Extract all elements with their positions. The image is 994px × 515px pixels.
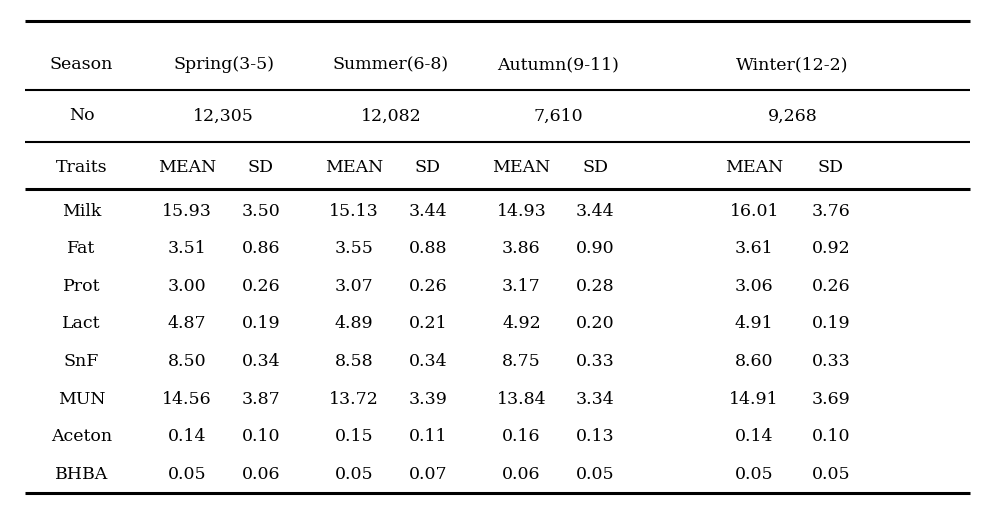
Text: Aceton: Aceton (51, 428, 112, 445)
Text: MEAN: MEAN (325, 159, 383, 176)
Text: 3.44: 3.44 (576, 202, 613, 220)
Text: SD: SD (581, 159, 607, 176)
Text: 9,268: 9,268 (767, 107, 817, 125)
Text: 0.26: 0.26 (811, 278, 849, 295)
Text: 15.13: 15.13 (329, 202, 379, 220)
Text: 7,610: 7,610 (533, 107, 582, 125)
Text: 0.92: 0.92 (811, 240, 849, 258)
Text: 0.13: 0.13 (576, 428, 613, 445)
Text: 0.88: 0.88 (409, 240, 446, 258)
Text: 8.60: 8.60 (735, 353, 772, 370)
Text: Season: Season (50, 56, 113, 73)
Text: Fat: Fat (68, 240, 95, 258)
Text: 0.26: 0.26 (409, 278, 446, 295)
Text: 15.93: 15.93 (162, 202, 212, 220)
Text: 3.61: 3.61 (735, 240, 772, 258)
Text: 0.14: 0.14 (168, 428, 206, 445)
Text: 3.39: 3.39 (408, 390, 447, 408)
Text: 0.26: 0.26 (242, 278, 279, 295)
Text: SD: SD (248, 159, 273, 176)
Text: 0.10: 0.10 (242, 428, 279, 445)
Text: 16.01: 16.01 (729, 202, 778, 220)
Text: 0.21: 0.21 (409, 315, 446, 333)
Text: 0.06: 0.06 (502, 466, 540, 483)
Text: 0.34: 0.34 (242, 353, 279, 370)
Text: 0.14: 0.14 (735, 428, 772, 445)
Text: 0.10: 0.10 (811, 428, 849, 445)
Text: Prot: Prot (63, 278, 100, 295)
Text: BHBA: BHBA (55, 466, 108, 483)
Text: 3.00: 3.00 (168, 278, 206, 295)
Text: 0.33: 0.33 (576, 353, 613, 370)
Text: SD: SD (414, 159, 440, 176)
Text: SD: SD (817, 159, 843, 176)
Text: 4.92: 4.92 (502, 315, 540, 333)
Text: 8.50: 8.50 (168, 353, 206, 370)
Text: MEAN: MEAN (725, 159, 782, 176)
Text: 3.87: 3.87 (242, 390, 279, 408)
Text: 3.50: 3.50 (242, 202, 279, 220)
Text: 3.86: 3.86 (502, 240, 540, 258)
Text: 0.19: 0.19 (811, 315, 849, 333)
Text: 0.86: 0.86 (242, 240, 279, 258)
Text: MEAN: MEAN (158, 159, 216, 176)
Text: 0.05: 0.05 (811, 466, 849, 483)
Text: 0.06: 0.06 (242, 466, 279, 483)
Text: 3.34: 3.34 (576, 390, 613, 408)
Text: 4.89: 4.89 (335, 315, 373, 333)
Text: 0.15: 0.15 (335, 428, 373, 445)
Text: Summer(6-8): Summer(6-8) (333, 56, 448, 73)
Text: 0.05: 0.05 (576, 466, 613, 483)
Text: Lact: Lact (63, 315, 100, 333)
Text: MUN: MUN (58, 390, 105, 408)
Text: 3.51: 3.51 (168, 240, 206, 258)
Text: 4.87: 4.87 (168, 315, 206, 333)
Text: 12,082: 12,082 (360, 107, 421, 125)
Text: 3.17: 3.17 (502, 278, 540, 295)
Text: Autumn(9-11): Autumn(9-11) (497, 56, 618, 73)
Text: Winter(12-2): Winter(12-2) (736, 56, 848, 73)
Text: 14.56: 14.56 (162, 390, 212, 408)
Text: 3.07: 3.07 (335, 278, 373, 295)
Text: No: No (69, 107, 94, 125)
Text: 14.93: 14.93 (496, 202, 546, 220)
Text: Milk: Milk (62, 202, 101, 220)
Text: 14.91: 14.91 (729, 390, 778, 408)
Text: 0.16: 0.16 (502, 428, 540, 445)
Text: 0.05: 0.05 (168, 466, 206, 483)
Text: 13.72: 13.72 (329, 390, 379, 408)
Text: SnF: SnF (64, 353, 99, 370)
Text: 0.28: 0.28 (576, 278, 613, 295)
Text: 0.05: 0.05 (335, 466, 373, 483)
Text: 0.07: 0.07 (409, 466, 446, 483)
Text: MEAN: MEAN (492, 159, 550, 176)
Text: 3.76: 3.76 (811, 202, 849, 220)
Text: 12,305: 12,305 (193, 107, 254, 125)
Text: 3.44: 3.44 (409, 202, 446, 220)
Text: 3.06: 3.06 (735, 278, 772, 295)
Text: 8.58: 8.58 (335, 353, 373, 370)
Text: 3.69: 3.69 (811, 390, 849, 408)
Text: 13.84: 13.84 (496, 390, 546, 408)
Text: 3.55: 3.55 (334, 240, 374, 258)
Text: Spring(3-5): Spring(3-5) (173, 56, 274, 73)
Text: 8.75: 8.75 (502, 353, 540, 370)
Text: 0.33: 0.33 (811, 353, 849, 370)
Text: 0.90: 0.90 (576, 240, 613, 258)
Text: 4.91: 4.91 (735, 315, 772, 333)
Text: 0.05: 0.05 (735, 466, 772, 483)
Text: 0.20: 0.20 (576, 315, 613, 333)
Text: Traits: Traits (56, 159, 107, 176)
Text: 0.34: 0.34 (409, 353, 446, 370)
Text: 0.19: 0.19 (242, 315, 279, 333)
Text: 0.11: 0.11 (409, 428, 446, 445)
